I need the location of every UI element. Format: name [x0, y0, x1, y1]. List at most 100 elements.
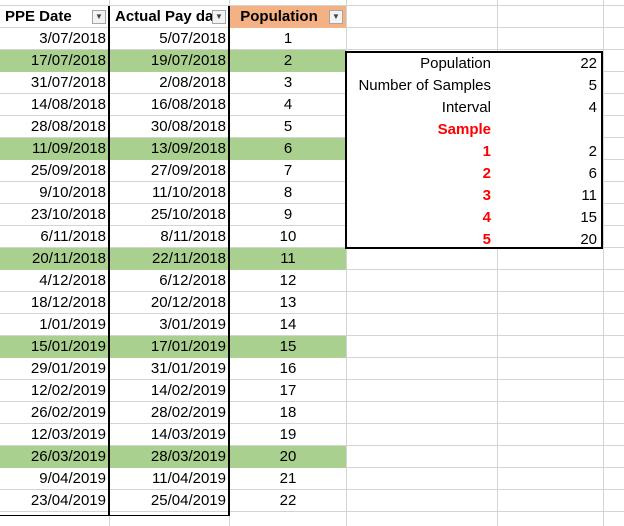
population-cell[interactable]: 13 — [279, 294, 297, 311]
summary-interval-label[interactable]: Interval — [441, 99, 491, 116]
ppe-date-cell[interactable]: 12/02/2019 — [30, 382, 106, 399]
summary-population-value[interactable]: 22 — [580, 55, 597, 72]
ppe-date-cell[interactable]: 20/11/2018 — [0, 248, 109, 270]
header-ppe-date[interactable]: PPE Date ▼ — [0, 6, 109, 28]
population-cell[interactable]: 16 — [279, 360, 297, 377]
ppe-date-cell[interactable]: 26/03/2019 — [0, 446, 109, 468]
population-cell[interactable]: 8 — [283, 184, 293, 201]
actual-pay-date-cell[interactable]: 17/01/2019 — [110, 336, 229, 358]
population-cell[interactable]: 1 — [283, 30, 293, 47]
table-row: 26/03/2019 28/03/2019 20 — [0, 446, 624, 468]
ppe-date-cell[interactable]: 17/07/2018 — [0, 50, 109, 72]
ppe-date-cell[interactable]: 29/01/2019 — [30, 360, 106, 377]
ppe-date-cell[interactable]: 3/07/2018 — [39, 30, 106, 47]
actual-pay-date-cell[interactable]: 20/12/2018 — [150, 294, 226, 311]
population-cell[interactable]: 21 — [279, 470, 297, 487]
table-row: 14/08/2018 16/08/2018 4 — [0, 94, 624, 116]
table-row: 11/09/2018 13/09/2018 6 — [0, 138, 624, 160]
table-row: 23/10/2018 25/10/2018 9 — [0, 204, 624, 226]
actual-pay-date-cell[interactable]: 3/01/2019 — [159, 316, 226, 333]
ppe-date-cell[interactable]: 9/04/2019 — [39, 470, 106, 487]
table-row: 26/02/2019 28/02/2019 18 — [0, 402, 624, 424]
sample-number[interactable]: 5 — [482, 231, 491, 248]
actual-pay-date-cell[interactable]: 28/03/2019 — [110, 446, 229, 468]
header-population[interactable]: Population ▼ — [230, 6, 346, 28]
actual-pay-date-cell[interactable]: 16/08/2018 — [150, 96, 226, 113]
ppe-date-cell[interactable]: 11/09/2018 — [0, 138, 109, 160]
population-cell[interactable]: 6 — [230, 138, 346, 160]
population-cell[interactable]: 9 — [283, 206, 293, 223]
ppe-date-cell[interactable]: 28/08/2018 — [30, 118, 106, 135]
actual-pay-date-cell[interactable]: 8/11/2018 — [160, 228, 226, 245]
table-border — [228, 6, 230, 516]
summary-interval-value[interactable]: 4 — [588, 99, 597, 116]
filter-dropdown-icon[interactable]: ▼ — [329, 10, 343, 24]
actual-pay-date-cell[interactable]: 14/03/2019 — [150, 426, 226, 443]
ppe-date-cell[interactable]: 15/01/2019 — [0, 336, 109, 358]
summary-samples-label[interactable]: Number of Samples — [358, 77, 491, 94]
actual-pay-date-cell[interactable]: 30/08/2018 — [150, 118, 226, 135]
population-cell[interactable]: 11 — [230, 248, 346, 270]
population-cell[interactable]: 5 — [283, 118, 293, 135]
actual-pay-date-cell[interactable]: 11/10/2018 — [152, 184, 226, 201]
population-cell[interactable]: 4 — [283, 96, 293, 113]
actual-pay-date-cell[interactable]: 13/09/2018 — [110, 138, 229, 160]
population-cell[interactable]: 2 — [230, 50, 346, 72]
summary-sample-header-row: Sample — [347, 119, 601, 141]
ppe-date-cell[interactable]: 6/11/2018 — [40, 228, 106, 245]
ppe-date-cell[interactable]: 4/12/2018 — [39, 272, 106, 289]
header-population-label: Population — [240, 8, 318, 25]
summary-samples-value[interactable]: 5 — [588, 77, 597, 94]
actual-pay-date-cell[interactable]: 5/07/2018 — [159, 30, 226, 47]
summary-sample-header[interactable]: Sample — [437, 121, 491, 138]
ppe-date-cell[interactable]: 14/08/2018 — [30, 96, 106, 113]
actual-pay-date-cell[interactable]: 22/11/2018 — [110, 248, 229, 270]
header-actual-pay-date[interactable]: Actual Pay da ▼ — [110, 6, 229, 28]
ppe-date-cell[interactable]: 9/10/2018 — [39, 184, 106, 201]
sample-number[interactable]: 3 — [482, 187, 491, 204]
sample-value[interactable]: 20 — [580, 231, 597, 248]
actual-pay-date-cell[interactable]: 14/02/2019 — [150, 382, 226, 399]
sample-number[interactable]: 4 — [482, 209, 491, 226]
table-row: 9/10/2018 11/10/2018 8 — [0, 182, 624, 204]
ppe-date-cell[interactable]: 12/03/2019 — [30, 426, 106, 443]
population-cell[interactable]: 12 — [279, 272, 297, 289]
ppe-date-cell[interactable]: 31/07/2018 — [30, 74, 106, 91]
actual-pay-date-cell[interactable]: 2/08/2018 — [159, 74, 226, 91]
actual-pay-date-cell[interactable]: 27/09/2018 — [150, 162, 226, 179]
population-cell[interactable]: 7 — [283, 162, 293, 179]
ppe-date-cell[interactable]: 23/10/2018 — [30, 206, 106, 223]
ppe-date-cell[interactable]: 25/09/2018 — [30, 162, 106, 179]
population-cell[interactable]: 15 — [230, 336, 346, 358]
ppe-date-cell[interactable]: 1/01/2019 — [39, 316, 106, 333]
population-cell[interactable]: 10 — [279, 228, 297, 245]
ppe-date-cell[interactable]: 23/04/2019 — [30, 492, 106, 509]
sample-value[interactable]: 6 — [588, 165, 597, 182]
actual-pay-date-cell[interactable]: 31/01/2019 — [150, 360, 226, 377]
actual-pay-date-cell[interactable]: 25/10/2018 — [150, 206, 226, 223]
sample-value[interactable]: 2 — [588, 143, 597, 160]
population-cell[interactable]: 20 — [230, 446, 346, 468]
population-cell[interactable]: 18 — [279, 404, 297, 421]
filter-dropdown-icon[interactable]: ▼ — [212, 10, 226, 24]
actual-pay-date-cell[interactable]: 19/07/2018 — [110, 50, 229, 72]
actual-pay-date-cell[interactable]: 25/04/2019 — [150, 492, 226, 509]
sample-value[interactable]: 11 — [581, 187, 597, 204]
actual-pay-date-cell[interactable]: 11/04/2019 — [152, 470, 226, 487]
summary-population-label[interactable]: Population — [420, 55, 491, 72]
sample-value[interactable]: 15 — [580, 209, 597, 226]
actual-pay-date-cell[interactable]: 6/12/2018 — [159, 272, 226, 289]
population-cell[interactable]: 19 — [279, 426, 297, 443]
sample-number[interactable]: 1 — [482, 143, 491, 160]
population-cell[interactable]: 22 — [279, 492, 297, 509]
actual-pay-date-cell[interactable]: 28/02/2019 — [150, 404, 226, 421]
table-row: 12/03/2019 14/03/2019 19 — [0, 424, 624, 446]
population-cell[interactable]: 17 — [279, 382, 297, 399]
population-cell[interactable]: 14 — [279, 316, 297, 333]
population-cell[interactable]: 3 — [283, 74, 293, 91]
filter-dropdown-icon[interactable]: ▼ — [92, 10, 106, 24]
ppe-date-cell[interactable]: 26/02/2019 — [30, 404, 106, 421]
ppe-date-cell[interactable]: 18/12/2018 — [30, 294, 106, 311]
sample-number[interactable]: 2 — [482, 165, 491, 182]
